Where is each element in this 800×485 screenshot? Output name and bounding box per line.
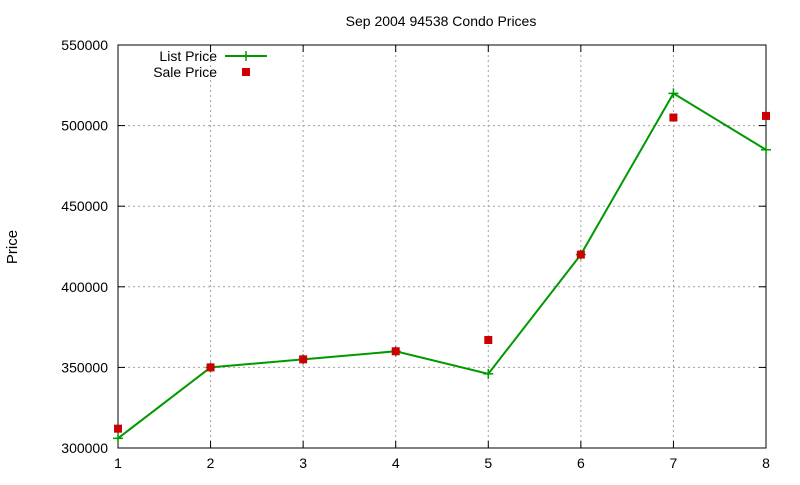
list-price-point <box>761 144 771 155</box>
data-series <box>113 88 771 444</box>
sale-price-point <box>762 111 770 120</box>
list-price-point <box>483 368 494 379</box>
series-sale-price <box>114 111 770 433</box>
x-tick-label: 8 <box>762 455 770 471</box>
tick-labels: 1 2 3 4 5 6 7 8 300000 350000 400000 450000 500000 55… <box>61 37 770 471</box>
x-tick-label: 6 <box>577 455 585 471</box>
chart-title: Sep 2004 94538 Condo Prices <box>346 13 537 29</box>
legend-square-marker <box>242 68 250 76</box>
y-tick-label: 400000 <box>61 279 108 295</box>
legend-label: List Price <box>159 48 217 64</box>
axes <box>117 44 767 449</box>
sale-price-point <box>206 363 215 372</box>
legend-plus-marker <box>241 51 251 61</box>
sale-price-point <box>576 250 585 259</box>
x-tick-label: 5 <box>484 455 492 471</box>
x-tick-label: 3 <box>299 455 307 471</box>
sale-price-point <box>391 347 400 356</box>
x-tick-label: 4 <box>392 455 400 471</box>
plot-frame <box>117 44 767 449</box>
sale-price-point <box>299 355 308 364</box>
x-tick-label: 1 <box>114 455 122 471</box>
y-tick-label: 500000 <box>61 118 108 134</box>
list-price-line <box>117 91 767 440</box>
x-tick-label: 2 <box>207 455 215 471</box>
list-price-point <box>668 88 679 99</box>
y-tick-label: 300000 <box>61 440 108 456</box>
y-tick-label: 450000 <box>61 198 108 214</box>
y-tick-label: 550000 <box>61 37 108 53</box>
sale-price-point <box>114 424 122 433</box>
y-axis-label: Price <box>4 230 21 264</box>
x-tick-label: 7 <box>670 455 678 471</box>
grid-lines <box>118 45 766 448</box>
sale-price-point <box>484 335 493 344</box>
legend-label: Sale Price <box>153 64 217 80</box>
sale-price-point <box>669 113 678 122</box>
y-tick-label: 350000 <box>61 359 108 375</box>
list-price-point <box>113 433 123 444</box>
